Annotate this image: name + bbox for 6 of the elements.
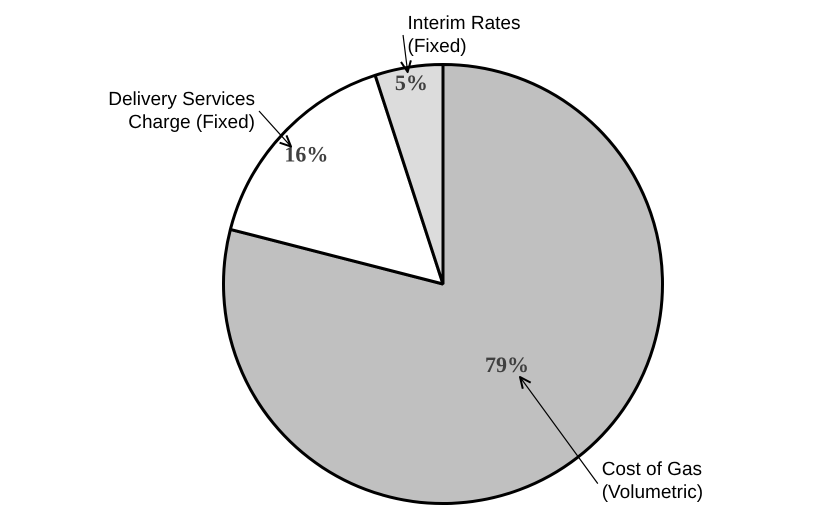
slice-label: Delivery Services Charge (Fixed) — [107, 88, 255, 134]
data-label: 5% — [394, 70, 428, 96]
slice-label: Cost of Gas (Volumetric) — [602, 458, 704, 504]
slice-label: Interim Rates (Fixed) — [408, 12, 522, 58]
data-label: 79% — [485, 352, 530, 378]
data-label: 16% — [284, 141, 328, 166]
